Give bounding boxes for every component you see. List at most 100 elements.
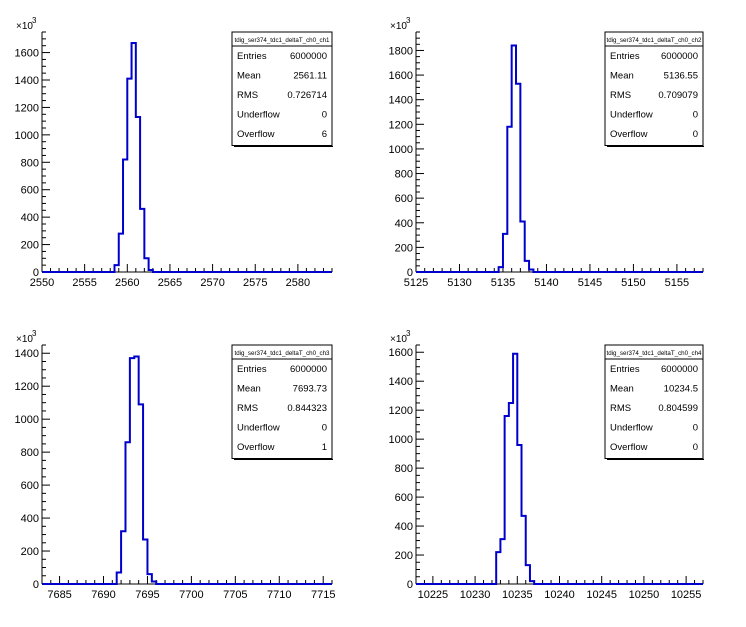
stats-value: 0: [322, 423, 327, 434]
stats-label: Overflow: [610, 129, 648, 140]
y-tick-label: 1600: [15, 48, 39, 60]
y-tick-label: 800: [21, 447, 39, 459]
x-tick-label: 7705: [223, 589, 247, 601]
y-multiplier-exponent: 3: [406, 329, 411, 338]
stats-value: 6000000: [661, 364, 698, 375]
y-tick-label: 800: [395, 463, 413, 475]
y-multiplier: ×10: [390, 21, 407, 32]
y-tick-label: 1000: [15, 414, 39, 426]
y-tick-label: 400: [395, 521, 413, 533]
y-tick-label: 1600: [389, 70, 413, 82]
y-tick-label: 200: [395, 242, 413, 254]
stats-value: 6000000: [290, 51, 327, 62]
y-tick-label: 1200: [389, 119, 413, 131]
stats-label: Entries: [610, 51, 640, 62]
x-tick-label: 10250: [629, 589, 660, 601]
x-tick-label: 5130: [447, 277, 471, 289]
x-tick-label: 10235: [502, 589, 533, 601]
y-multiplier-exponent: 3: [32, 329, 37, 338]
stats-box: [604, 31, 704, 146]
stats-value: 0: [322, 110, 327, 121]
x-tick-label: 7710: [267, 589, 291, 601]
x-tick-label: 5125: [404, 277, 428, 289]
x-tick-label: 2575: [243, 277, 267, 289]
x-tick-label: 5145: [578, 277, 602, 289]
y-multiplier-exponent: 3: [406, 16, 411, 25]
y-tick-label: 200: [21, 546, 39, 558]
stats-label: Mean: [610, 71, 634, 82]
y-tick-label: 800: [395, 169, 413, 181]
y-tick-label: 200: [395, 550, 413, 562]
stats-value: 0: [693, 442, 698, 453]
stats-label: RMS: [610, 90, 631, 101]
histogram-line: [416, 44, 703, 273]
stats-box: [604, 344, 704, 459]
stats-label: Underflow: [610, 423, 653, 434]
stats-label: Entries: [237, 51, 267, 62]
stats-value: 0.804599: [658, 403, 698, 414]
histogram-line: [416, 352, 703, 585]
stats-value: 6000000: [661, 51, 698, 62]
x-tick-label: 2580: [286, 277, 310, 289]
y-multiplier-exponent: 3: [32, 16, 37, 25]
y-tick-label: 0: [407, 267, 413, 279]
stats-value: 6000000: [290, 364, 327, 375]
y-tick-label: 800: [21, 157, 39, 169]
histogram-line: [42, 355, 332, 585]
stats-value: 10234.5: [664, 384, 698, 395]
x-tick-label: 2570: [200, 277, 224, 289]
stats-title: tdig_ser374_tdc1_deltaT_ch0_ch3: [235, 350, 331, 357]
stats-box: [231, 31, 333, 146]
stats-label: Underflow: [237, 423, 280, 434]
stats-label: Mean: [237, 71, 261, 82]
y-tick-label: 400: [21, 513, 39, 525]
y-tick-label: 1400: [15, 75, 39, 87]
x-tick-label: 5150: [621, 277, 645, 289]
x-tick-label: 10245: [586, 589, 617, 601]
stats-label: Underflow: [237, 110, 280, 121]
stats-title: tdig_ser374_tdc1_deltaT_ch0_ch2: [607, 37, 703, 44]
stats-value: 6: [322, 129, 327, 140]
stats-value: 0: [693, 129, 698, 140]
y-tick-label: 600: [395, 193, 413, 205]
y-tick-label: 1400: [389, 95, 413, 107]
x-tick-label: 2555: [72, 277, 96, 289]
x-tick-label: 7700: [179, 589, 203, 601]
y-tick-label: 0: [407, 579, 413, 591]
histogram-panel-2: 5125 5130 5135 5140 5145 5150 5155 0 200 400 600 80…: [389, 16, 704, 289]
stats-label: RMS: [237, 90, 258, 101]
stats-value: 0.844323: [287, 403, 327, 414]
x-tick-label: 7685: [47, 589, 71, 601]
stats-value: 5136.55: [664, 71, 698, 82]
stats-label: Underflow: [610, 110, 653, 121]
y-tick-label: 1200: [15, 381, 39, 393]
y-tick-label: 600: [21, 185, 39, 197]
stats-label: Entries: [610, 364, 640, 375]
x-tick-label: 7690: [91, 589, 115, 601]
y-tick-label: 1200: [389, 405, 413, 417]
x-tick-label: 2550: [30, 277, 54, 289]
histogram-panel-1: 2550 2555 2560 2565 2570 2575 2580 0 200 400 600 80…: [15, 16, 333, 289]
x-tick-label: 5140: [534, 277, 558, 289]
x-tick-label: 10225: [418, 589, 449, 601]
stats-value: 0: [693, 423, 698, 434]
stats-title: tdig_ser374_tdc1_deltaT_ch0_ch1: [235, 37, 331, 44]
y-tick-label: 0: [33, 579, 39, 591]
stats-value: 1: [322, 442, 327, 453]
stats-label: Mean: [610, 384, 634, 395]
stats-label: Overflow: [237, 129, 275, 140]
histogram-panel-3: 7685 7690 7695 7700 7705 7710 7715 0 200 400 600 80…: [15, 329, 336, 601]
histogram-line: [42, 41, 332, 273]
y-tick-label: 1000: [389, 144, 413, 156]
y-tick-label: 400: [395, 218, 413, 230]
y-tick-label: 200: [21, 240, 39, 252]
y-tick-label: 600: [21, 480, 39, 492]
y-tick-label: 0: [33, 267, 39, 279]
stats-label: Mean: [237, 384, 261, 395]
x-tick-label: 5135: [491, 277, 515, 289]
x-tick-label: 10240: [544, 589, 575, 601]
y-multiplier: ×10: [16, 21, 33, 32]
stats-value: 0.726714: [287, 90, 327, 101]
